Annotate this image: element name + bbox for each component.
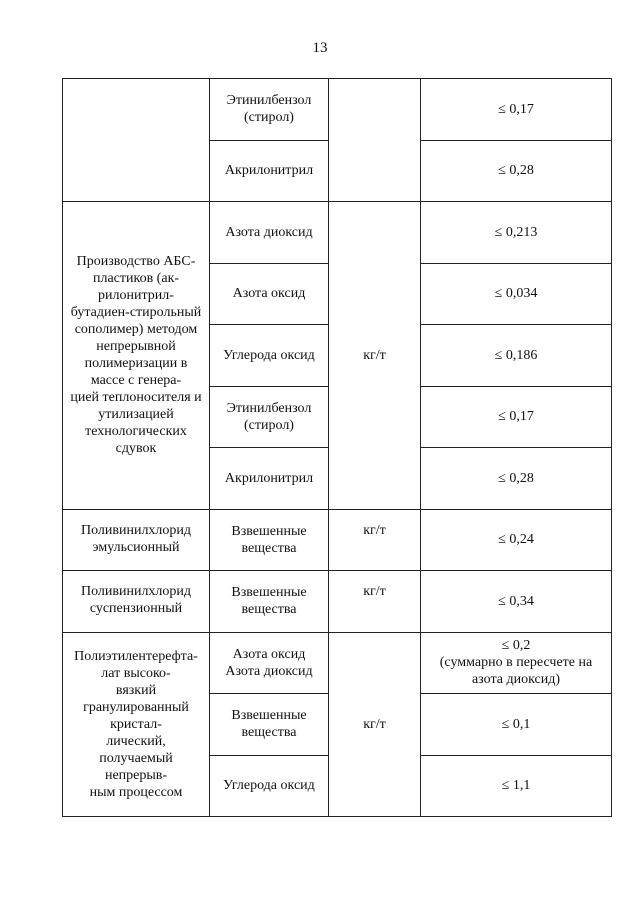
production-cell: Производство АБС- пластиков (ак- рилонит… (62, 201, 210, 510)
table-row: Акрилонитрил ≤ 0,28 (63, 447, 612, 510)
table-row: Полиэтилентерефта- лат высоко- вязкий гр… (62, 631, 612, 817)
substance-cell: Взвешенные вещества (209, 693, 329, 756)
substance-cell: Акрилонитрил (209, 139, 329, 202)
value-cell: ≤ 0,28 (420, 447, 612, 510)
unit-cell: кг/т (328, 201, 421, 510)
value-cell: ≤ 0,1 (420, 693, 612, 756)
value-cell: ≤ 0,17 (420, 385, 612, 448)
substance-cell: Азота оксид Азота диоксид (209, 631, 329, 694)
table-row: Поливинилхлорид эмульсионный Взвешенные в… (62, 508, 612, 571)
substance-cell: Углерода оксид (209, 754, 329, 817)
substance-cell: Этинилбензол (стирол) (209, 385, 329, 448)
table-row: Углерода оксид ≤ 1,1 (63, 754, 612, 817)
unit-cell: кг/т (328, 570, 421, 633)
substance-cell: Углерода оксид (209, 324, 329, 387)
substance-cell: Акрилонитрил (209, 447, 329, 510)
table-row: Азота оксид ≤ 0,034 (63, 262, 612, 325)
production-cell: Поливинилхлорид суспензионный (62, 570, 210, 633)
value-cell: ≤ 0,34 (420, 570, 612, 633)
unit-cell (328, 78, 421, 202)
table-row: Углерода оксид ≤ 0,186 (63, 324, 612, 387)
substance-cell: Азота оксид (209, 262, 329, 325)
substance-cell: Взвешенные вещества (209, 570, 329, 633)
table-row: Этинилбензол (стирол) ≤ 0,17 (63, 385, 612, 448)
substance-cell: Азота диоксид (209, 201, 329, 264)
table-row: Поливинилхлорид суспензионный Взвешенные … (62, 570, 612, 633)
value-cell: ≤ 1,1 (420, 754, 612, 817)
table-row: Акрилонитрил ≤ 0,28 (63, 139, 612, 202)
value-cell: ≤ 0,28 (420, 139, 612, 202)
substance-cell: Этинилбензол (стирол) (209, 78, 329, 141)
value-cell: ≤ 0,17 (420, 78, 612, 141)
unit-cell: кг/т (328, 508, 421, 571)
substance-cell: Взвешенные вещества (209, 508, 329, 571)
production-cell (62, 78, 210, 202)
table-row: Производство АБС- пластиков (ак- рилонит… (62, 201, 612, 510)
production-cell: Полиэтилентерефта- лат высоко- вязкий гр… (62, 631, 210, 817)
value-cell: ≤ 0,213 (420, 201, 612, 264)
value-cell: ≤ 0,24 (420, 508, 612, 571)
table-row: Этинилбензол (стирол) ≤ 0,17 (62, 78, 612, 202)
page-number: 13 (312, 40, 328, 56)
table-row: Взвешенные вещества ≤ 0,1 (63, 693, 612, 756)
value-cell: ≤ 0,186 (420, 324, 612, 387)
value-cell: ≤ 0,034 (420, 262, 612, 325)
value-cell: ≤ 0,2 (суммарно в пересчете на азота дио… (420, 631, 612, 694)
table: Этинилбензол (стирол) ≤ 0,17 Акрилонитрил ≤… (62, 78, 612, 817)
production-cell: Поливинилхлорид эмульсионный (62, 508, 210, 571)
unit-cell: кг/т (328, 631, 421, 817)
